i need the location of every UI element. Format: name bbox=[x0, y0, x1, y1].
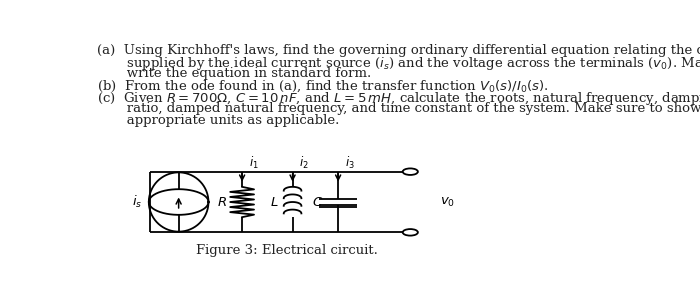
Text: $C$: $C$ bbox=[312, 195, 323, 208]
Text: $L$: $L$ bbox=[270, 195, 279, 208]
Circle shape bbox=[402, 229, 418, 236]
Text: (c)  Given $R = 700\Omega$, $C = 10\,nF$, and $L = 5\,mH$, calculate the roots, : (c) Given $R = 700\Omega$, $C = 10\,nF$,… bbox=[97, 91, 700, 108]
Text: write the equation in standard form.: write the equation in standard form. bbox=[97, 67, 372, 80]
Text: $i_s$: $i_s$ bbox=[132, 194, 142, 210]
Text: appropriate units as applicable.: appropriate units as applicable. bbox=[97, 114, 340, 127]
Text: $i_1$: $i_1$ bbox=[248, 155, 258, 171]
Circle shape bbox=[402, 168, 418, 175]
Text: Figure 3: Electrical circuit.: Figure 3: Electrical circuit. bbox=[196, 244, 378, 257]
Text: $R$: $R$ bbox=[217, 195, 227, 208]
Text: $i_3$: $i_3$ bbox=[344, 155, 354, 171]
Text: supplied by the ideal current source ($i_s$) and the voltage across the terminal: supplied by the ideal current source ($i… bbox=[97, 55, 700, 72]
Text: (b)  From the ode found in (a), find the transfer function $V_0(s)/I_0(s)$.: (b) From the ode found in (a), find the … bbox=[97, 79, 549, 94]
Text: $v_0$: $v_0$ bbox=[440, 195, 455, 208]
Text: ratio, damped natural frequency, and time constant of the system. Make sure to s: ratio, damped natural frequency, and tim… bbox=[97, 102, 700, 115]
Text: $i_2$: $i_2$ bbox=[299, 155, 309, 171]
Text: (a)  Using Kirchhoff's laws, find the governing ordinary differential equation r: (a) Using Kirchhoff's laws, find the gov… bbox=[97, 44, 700, 57]
